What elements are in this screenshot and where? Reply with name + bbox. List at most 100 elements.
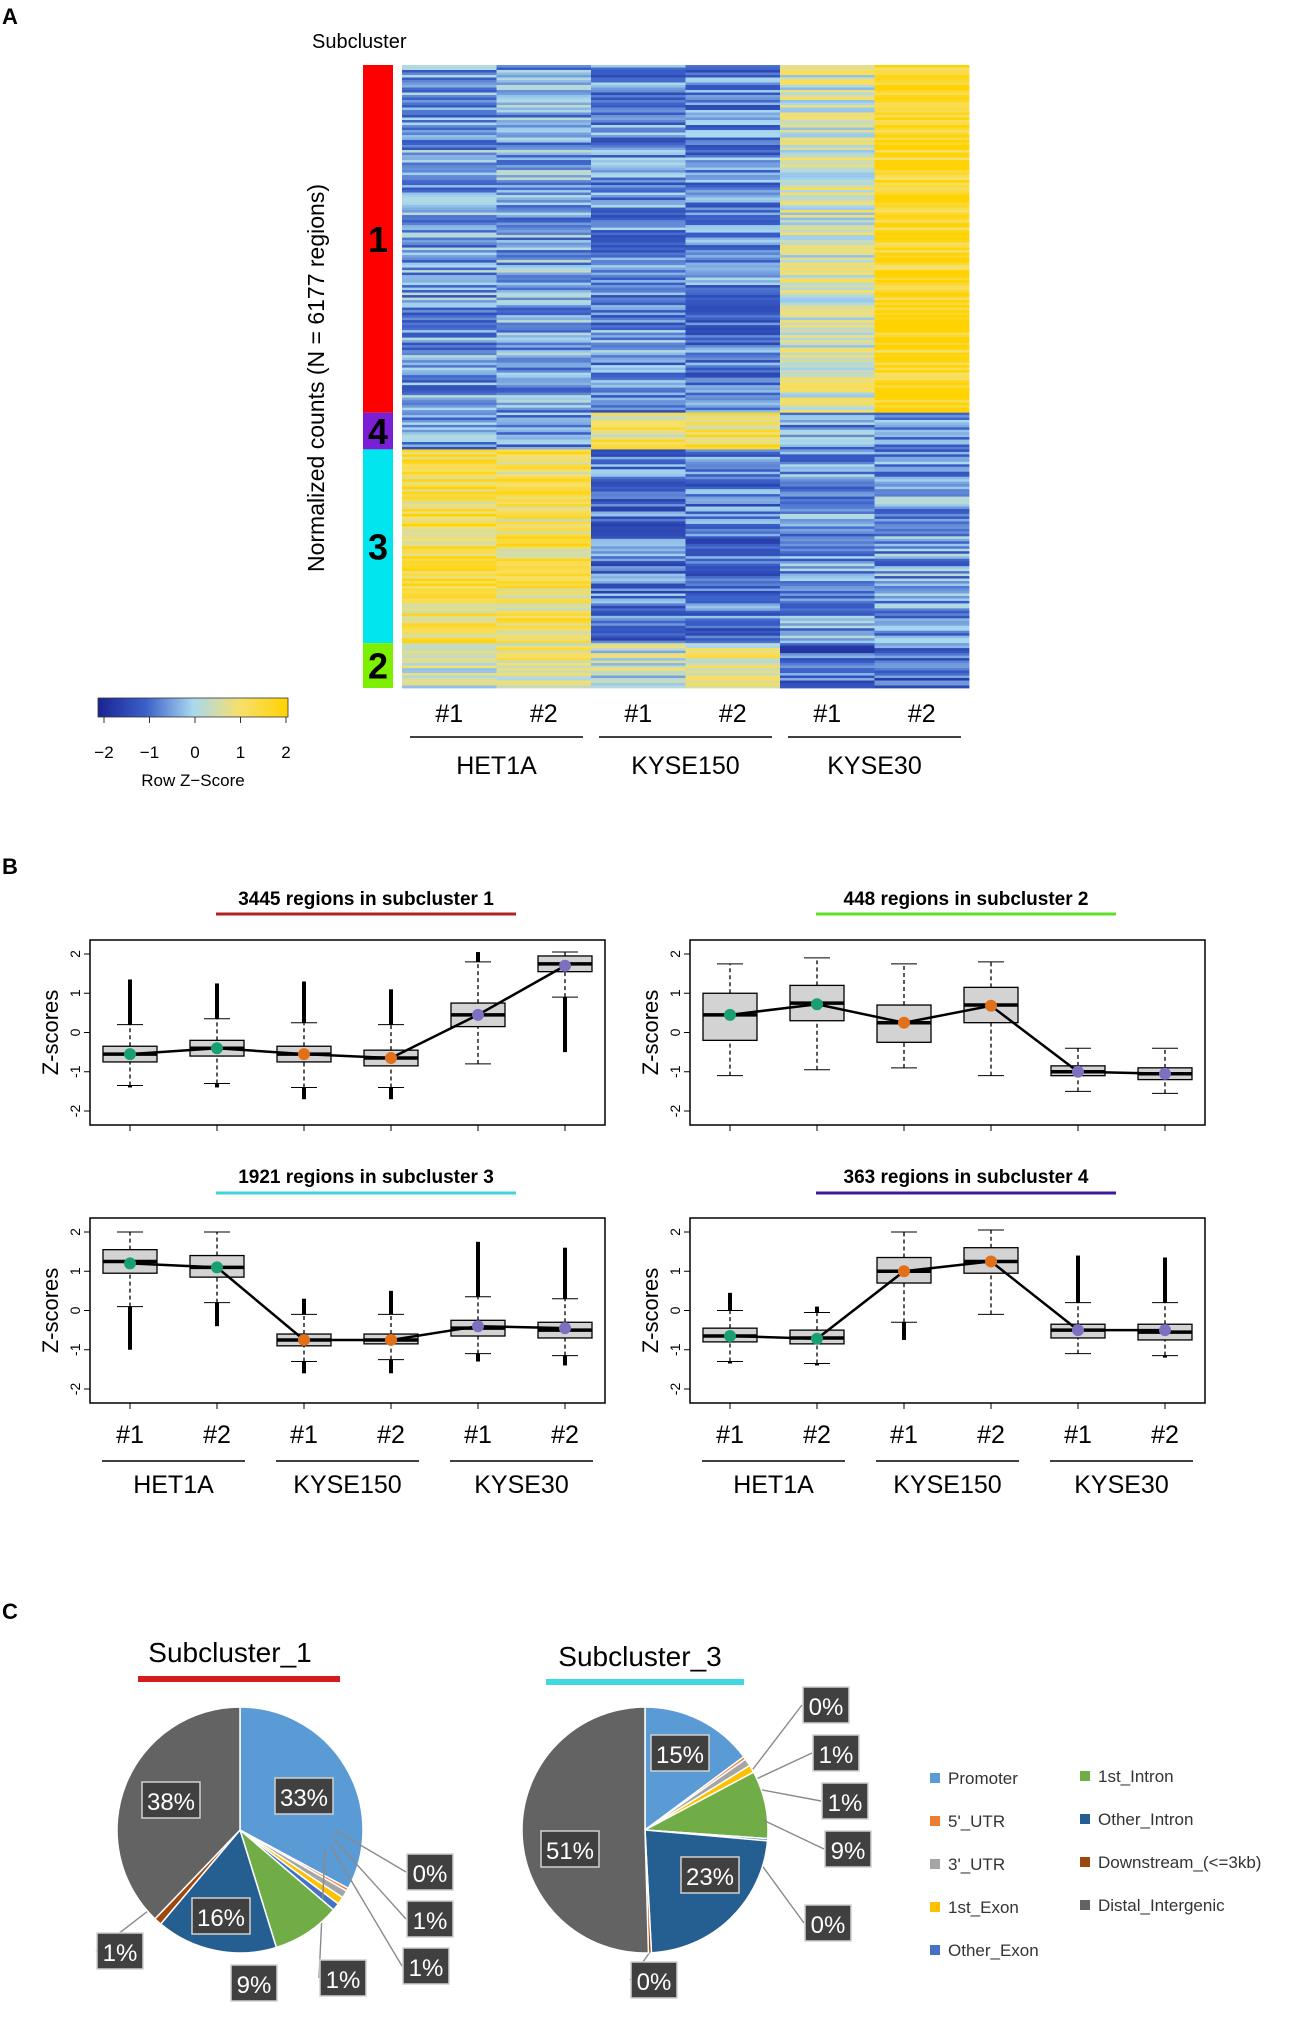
heatmap-cell [591,347,686,351]
heatmap-cell [685,240,781,243]
heatmap-cell [591,147,686,151]
boxplot-sample-label: #2 [977,1421,1005,1449]
heatmap-cell [685,665,781,669]
heatmap-cell [685,598,781,602]
heatmap-cell [496,476,592,480]
heatmap-cell [874,305,970,308]
heatmap-cell [591,653,686,657]
heatmap-cell [685,80,781,83]
heatmap-cell [496,332,592,336]
heatmap-cell [402,630,497,634]
heatmap-cell [685,576,781,579]
heatmap-cell [685,528,781,532]
heatmap-cell [685,257,781,261]
heatmap-cell [402,683,497,686]
heatmap-cell [496,432,592,436]
heatmap-cell [496,235,592,238]
heatmap-cell [402,222,497,226]
heatmap-cell [780,385,875,389]
heatmap-cell [780,533,875,537]
heatmap-cell [496,620,592,624]
heatmap-cell [591,305,686,308]
heatmap-cell [402,235,497,238]
heatmap-cell [780,280,875,283]
heatmap-cell [874,200,970,203]
heatmap-cell [496,551,592,555]
heatmap-cell [780,287,875,291]
heatmap-cell [496,489,592,493]
heatmap-cell [591,509,686,512]
heatmap-cell [496,553,592,557]
heatmap-cell [685,267,781,271]
heatmap-cell [402,305,497,308]
heatmap-cell [402,145,497,148]
heatmap-cell [780,70,875,73]
heatmap-cell [591,75,686,78]
heatmap-cell [591,80,686,83]
heatmap-cell [591,317,686,321]
heatmap-cell [685,360,781,364]
heatmap-cell [780,516,875,520]
heatmap-cell [402,561,497,565]
heatmap-cell [591,340,686,344]
heatmap-cell [402,489,497,493]
heatmap-cell [874,240,970,243]
heatmap-cell [874,568,970,572]
heatmap-cell [402,167,497,171]
heatmap-cell [591,518,686,522]
heatmap-cell [685,513,781,517]
boxplot-y-tick-label: -2 [667,1105,683,1118]
heatmap-cell [402,352,497,356]
heatmap-cell [496,87,592,91]
heatmap-cell [780,588,875,592]
heatmap-cell [874,217,970,221]
heatmap-cell [874,380,970,384]
heatmap-cell [496,355,592,359]
heatmap-cell [780,97,875,101]
heatmap-cell [874,653,970,657]
heatmap-cell [591,442,686,445]
heatmap-cell [780,402,875,406]
heatmap-cell [496,521,592,525]
heatmap-cell [780,504,875,507]
heatmap-cell [402,405,497,409]
heatmap-cell [402,260,497,263]
heatmap-cell [780,459,875,463]
heatmap-cell [874,250,970,253]
heatmap-cell [780,437,875,440]
heatmap-cell [874,272,970,276]
legend-swatch [930,1859,940,1869]
heatmap-cell [780,262,875,266]
heatmap-cell [591,645,686,649]
heatmap-cell [591,640,686,644]
heatmap-cell [874,640,970,644]
heatmap-cell [591,140,686,143]
heatmap-cell [874,335,970,339]
heatmap-cell [874,683,970,686]
heatmap-cell [591,125,686,128]
heatmap-cell [874,494,970,497]
boxplot-group-label: KYSE150 [293,1471,401,1499]
heatmap-cell [402,245,497,248]
heatmap-cell [496,658,592,661]
heatmap-cell [685,429,781,433]
heatmap-cell [685,553,781,557]
heatmap-cell [780,207,875,211]
heatmap-cell [496,439,592,443]
heatmap-cell [780,290,875,293]
subcluster-label-2: 2 [368,646,388,687]
heatmap-cell [874,678,970,681]
legend-label: Distal_Intergenic [1098,1896,1225,1915]
heatmap-cell [402,541,497,545]
legend-swatch [1080,1771,1090,1781]
heatmap-cell [402,663,497,666]
heatmap-cell [874,576,970,579]
heatmap-cell [780,247,875,251]
heatmap-cell [402,424,497,428]
boxplot-sample-label: #2 [1151,1421,1179,1449]
heatmap-cell [685,531,781,535]
heatmap-cell [685,670,781,674]
heatmap-cell [402,533,497,537]
heatmap-cell [591,571,686,574]
heatmap-cell [402,95,497,98]
